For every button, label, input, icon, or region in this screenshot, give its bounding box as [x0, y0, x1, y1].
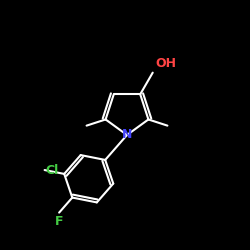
Text: N: N: [122, 128, 132, 141]
Text: F: F: [55, 215, 64, 228]
Text: Cl: Cl: [46, 164, 59, 176]
Text: OH: OH: [155, 57, 176, 70]
